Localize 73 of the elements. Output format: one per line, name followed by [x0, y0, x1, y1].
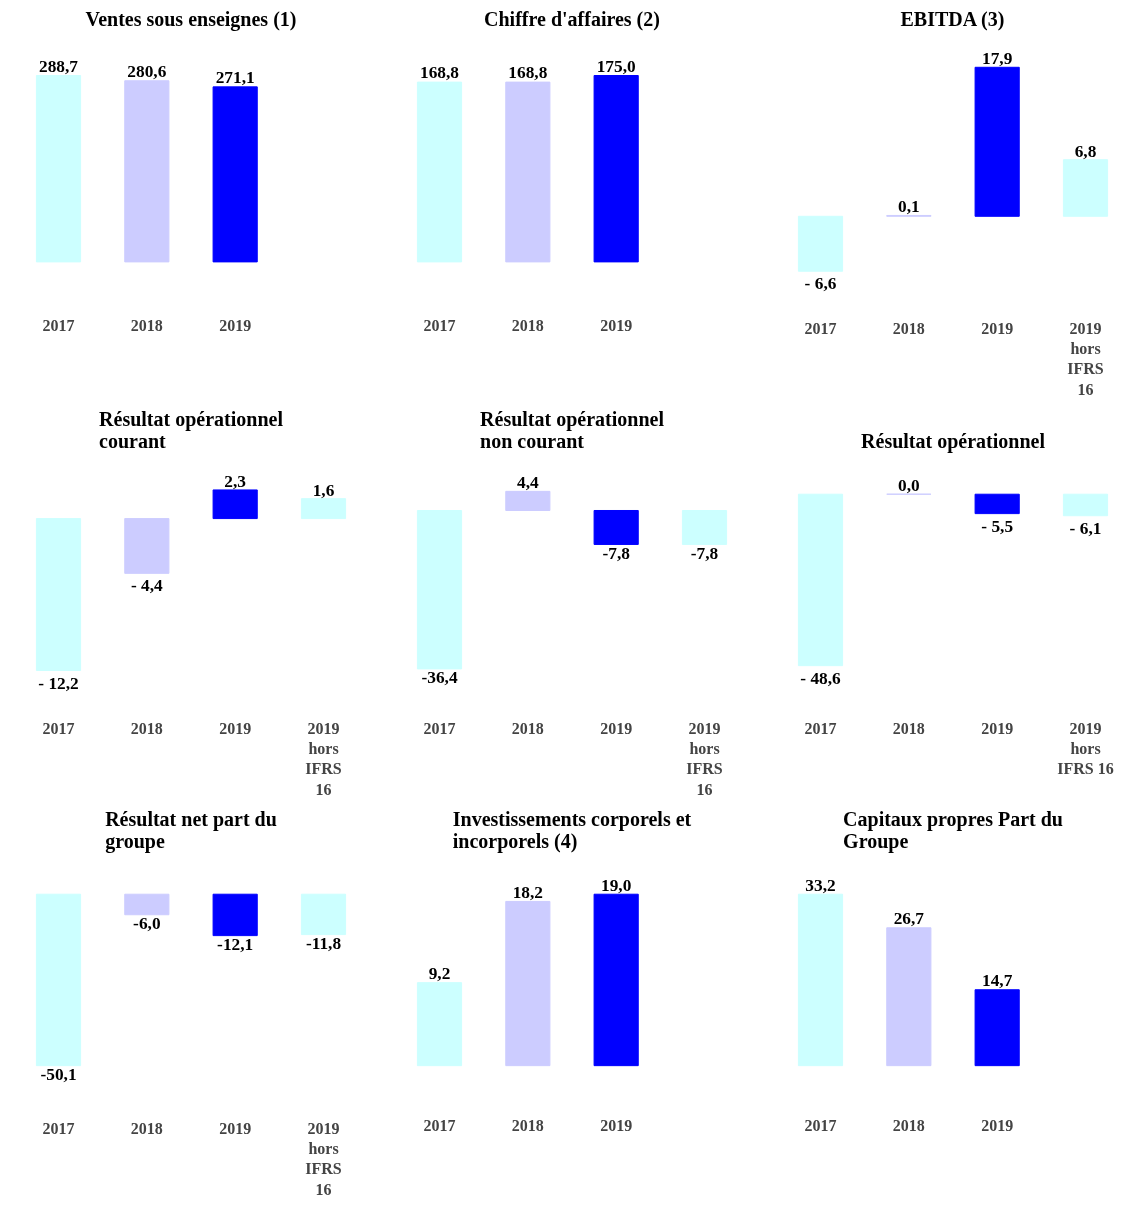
x-tick-label: 2019 hors IFRS 16 [305, 719, 342, 798]
chart-title: Capitaux propres Part du Groupe [843, 807, 1063, 853]
data-label: - 5,5 [981, 517, 1014, 537]
data-label: 2,3 [224, 471, 247, 491]
x-tick-label: 2019 [600, 719, 633, 737]
x-tick-label: 2018 [892, 1116, 925, 1134]
chart-title: Résultat opérationnel [861, 429, 1046, 453]
data-label: 17,9 [982, 49, 1013, 69]
x-tick-label: 2018 [130, 1119, 163, 1137]
data-label: 26,7 [893, 909, 925, 929]
chart-title: Résultat opérationnel courant [99, 407, 284, 452]
data-label: 14,7 [982, 971, 1013, 991]
x-tick-label: 2018 [511, 316, 544, 334]
x-tick-label: 2017 [804, 319, 837, 337]
chart-title: EBITDA (3) [900, 7, 1005, 31]
x-tick-label: 2019 [219, 1119, 252, 1137]
data-label: 168,8 [420, 63, 460, 83]
data-label: 280,6 [127, 62, 167, 82]
x-tick-label: 2018 [892, 719, 925, 737]
x-tick-label: 2019 [219, 316, 252, 334]
data-label: -6,0 [133, 914, 161, 934]
x-tick-label: 2017 [42, 719, 75, 737]
data-label: 0,1 [898, 197, 920, 217]
x-tick-label: 2019 [219, 719, 252, 737]
chart-title: Chiffre d'affaires (2) [484, 7, 660, 31]
x-tick-label: 2019 [981, 719, 1014, 737]
x-tick-label: 2018 [130, 719, 163, 737]
x-tick-label: 2017 [42, 1119, 75, 1137]
data-label: - 4,4 [130, 576, 164, 596]
data-label: - 12,2 [38, 673, 79, 693]
x-tick-label: 2019 [600, 316, 633, 334]
data-label: 6,8 [1074, 141, 1097, 161]
chart-title: Résultat net part du groupe [105, 807, 277, 853]
x-tick-label: 2018 [511, 1116, 544, 1134]
data-label: 9,2 [428, 964, 451, 984]
x-tick-label: 2019 hors IFRS 16 [1067, 319, 1104, 398]
data-label: -12,1 [217, 935, 254, 955]
data-label: 175,0 [596, 56, 636, 76]
x-tick-label: 2018 [892, 319, 925, 337]
x-tick-label: 2017 [423, 1116, 456, 1134]
data-label: 33,2 [805, 875, 836, 895]
data-label: -11,8 [305, 934, 342, 954]
data-label: - 6,6 [804, 274, 837, 294]
x-tick-label: 2017 [42, 316, 75, 334]
data-label: -50,1 [40, 1065, 77, 1085]
chart-title: Investissements corporels et incorporels (4) [452, 807, 692, 853]
data-label: 271,1 [215, 68, 255, 88]
data-label: -36,4 [421, 668, 458, 688]
data-label: -7,8 [690, 543, 719, 563]
x-tick-label: 2019 [981, 319, 1014, 337]
data-label: 1,6 [312, 480, 335, 500]
data-label: 18,2 [512, 883, 543, 902]
x-tick-label: 2018 [511, 719, 544, 737]
x-tick-label: 2017 [804, 1116, 837, 1134]
x-tick-label: 2019 hors IFRS 16 [1057, 719, 1114, 778]
data-label: - 48,6 [800, 669, 842, 689]
data-label: 19,0 [601, 875, 632, 895]
data-label: 288,7 [39, 56, 79, 76]
x-tick-label: 2017 [423, 316, 456, 334]
x-tick-label: 2019 hors IFRS 16 [686, 719, 723, 798]
data-label: 0,0 [898, 475, 920, 495]
x-tick-label: 2019 [600, 1116, 633, 1134]
x-tick-label: 2017 [804, 719, 837, 737]
x-tick-label: 2018 [130, 316, 163, 334]
x-tick-label: 2019 [981, 1116, 1014, 1134]
chart-title: Ventes sous enseignes (1) [85, 7, 297, 31]
data-label: -7,8 [602, 543, 631, 563]
data-label: - 6,1 [1069, 519, 1102, 539]
chart-title: Résultat opérationnel non courant [480, 407, 665, 452]
data-label: 168,8 [508, 63, 548, 83]
data-label: 4,4 [517, 473, 539, 493]
x-tick-label: 2019 hors IFRS 16 [305, 1119, 342, 1198]
x-tick-label: 2017 [423, 719, 456, 737]
